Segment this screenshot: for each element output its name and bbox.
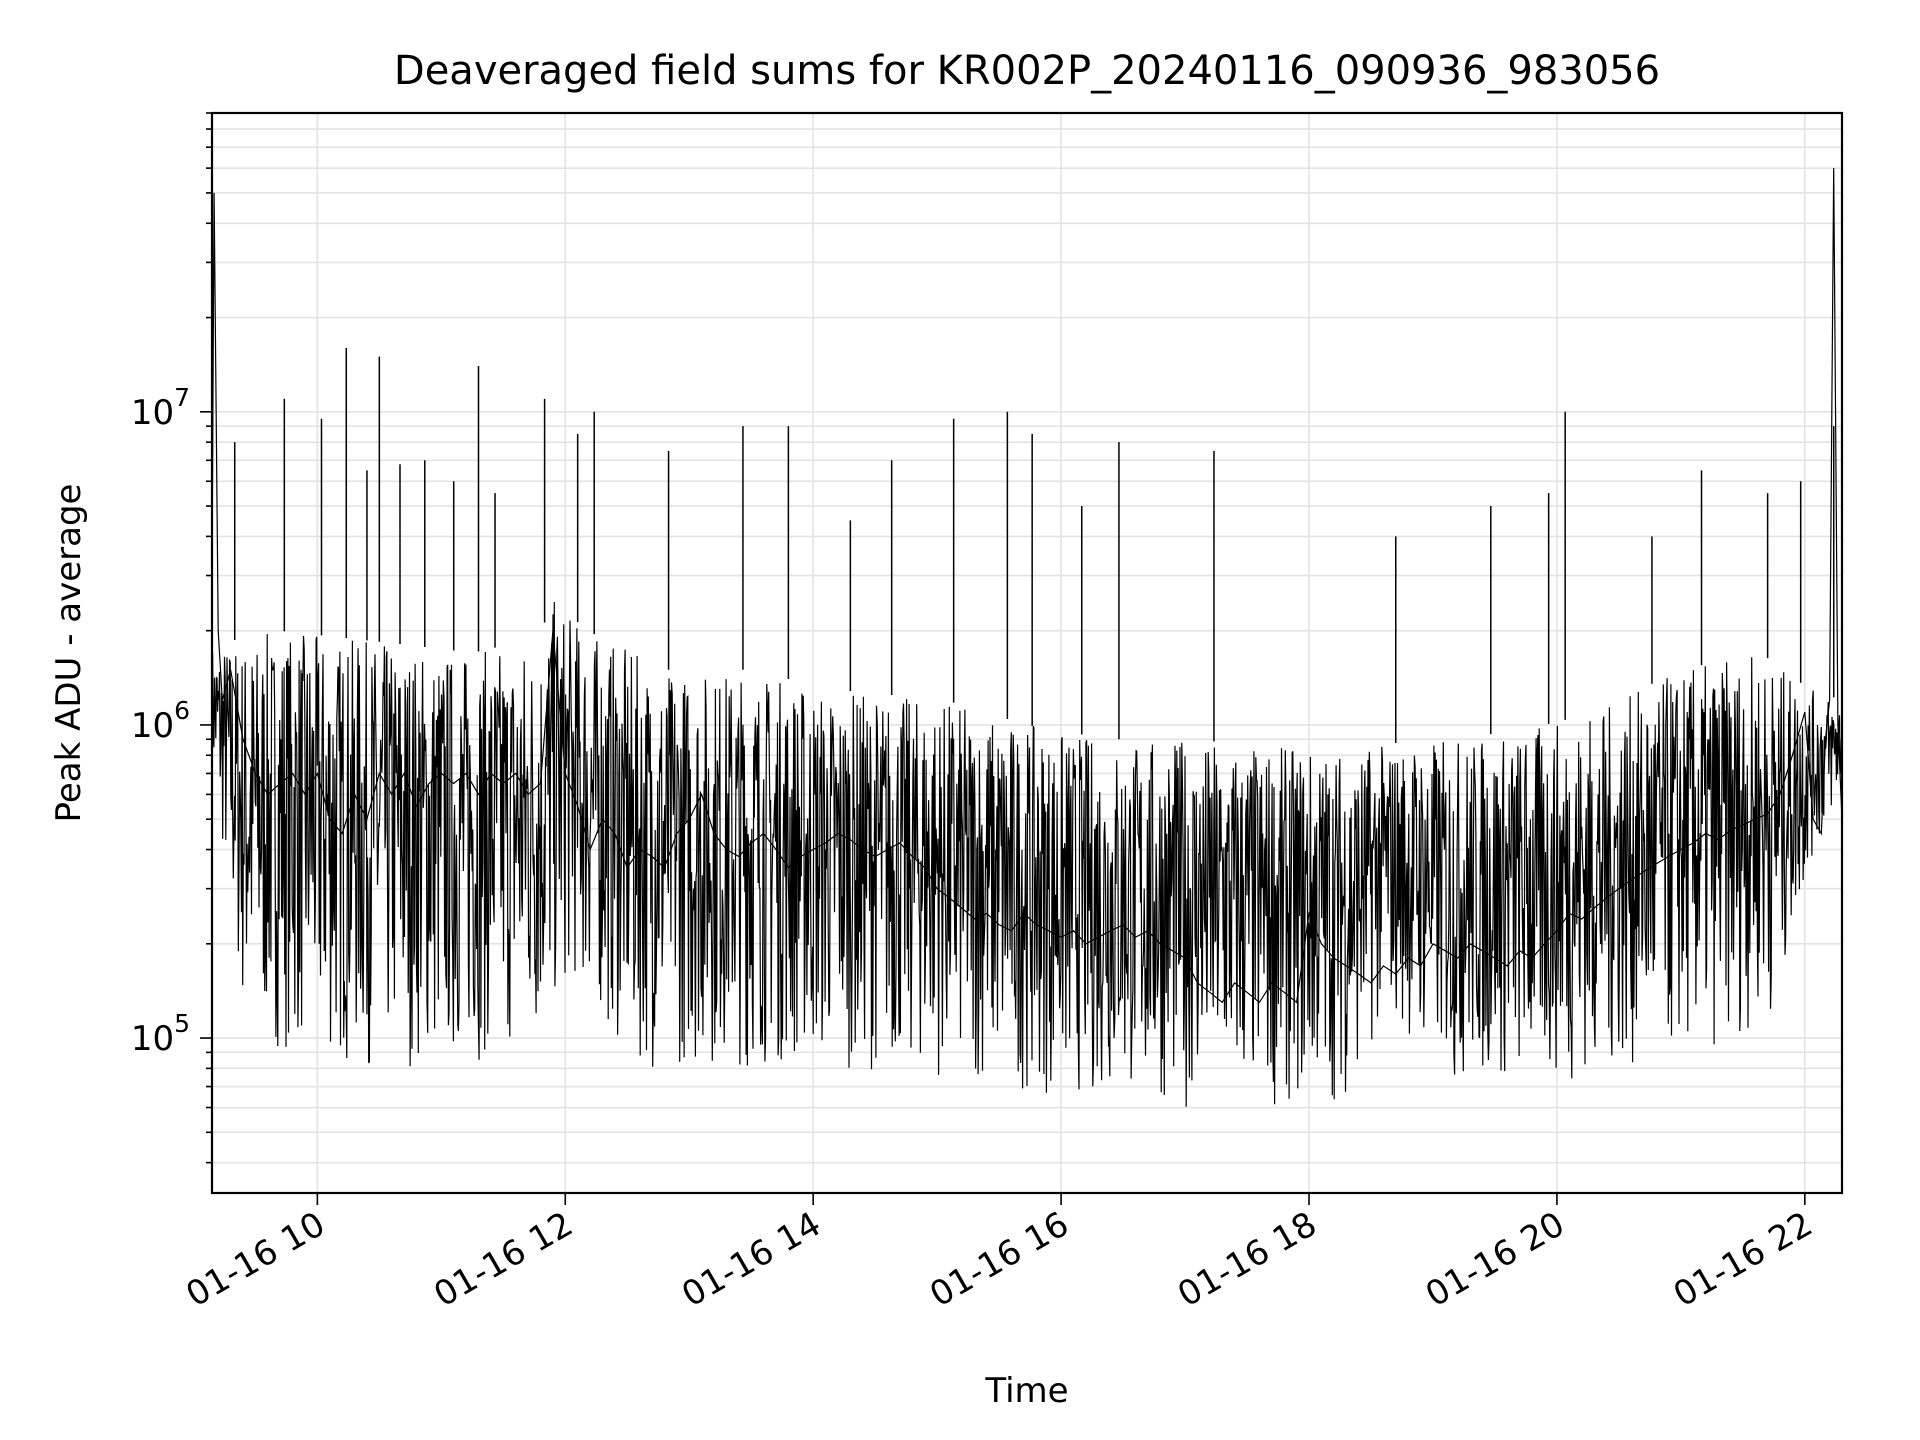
y-tick-label: 107 bbox=[131, 383, 190, 433]
y-tick-label: 105 bbox=[131, 1009, 190, 1059]
axes-frame bbox=[210, 111, 1844, 1195]
plot-area bbox=[212, 168, 1842, 1107]
y-axis-label: Peak ADU - average bbox=[49, 484, 89, 823]
series-line bbox=[212, 168, 1842, 1004]
series-noise-band bbox=[212, 601, 1842, 1107]
chart-title: Deaveraged field sums for KR002P_2024011… bbox=[394, 48, 1660, 94]
x-axis-label: Time bbox=[984, 1371, 1068, 1411]
y-tick-label: 106 bbox=[131, 696, 190, 746]
